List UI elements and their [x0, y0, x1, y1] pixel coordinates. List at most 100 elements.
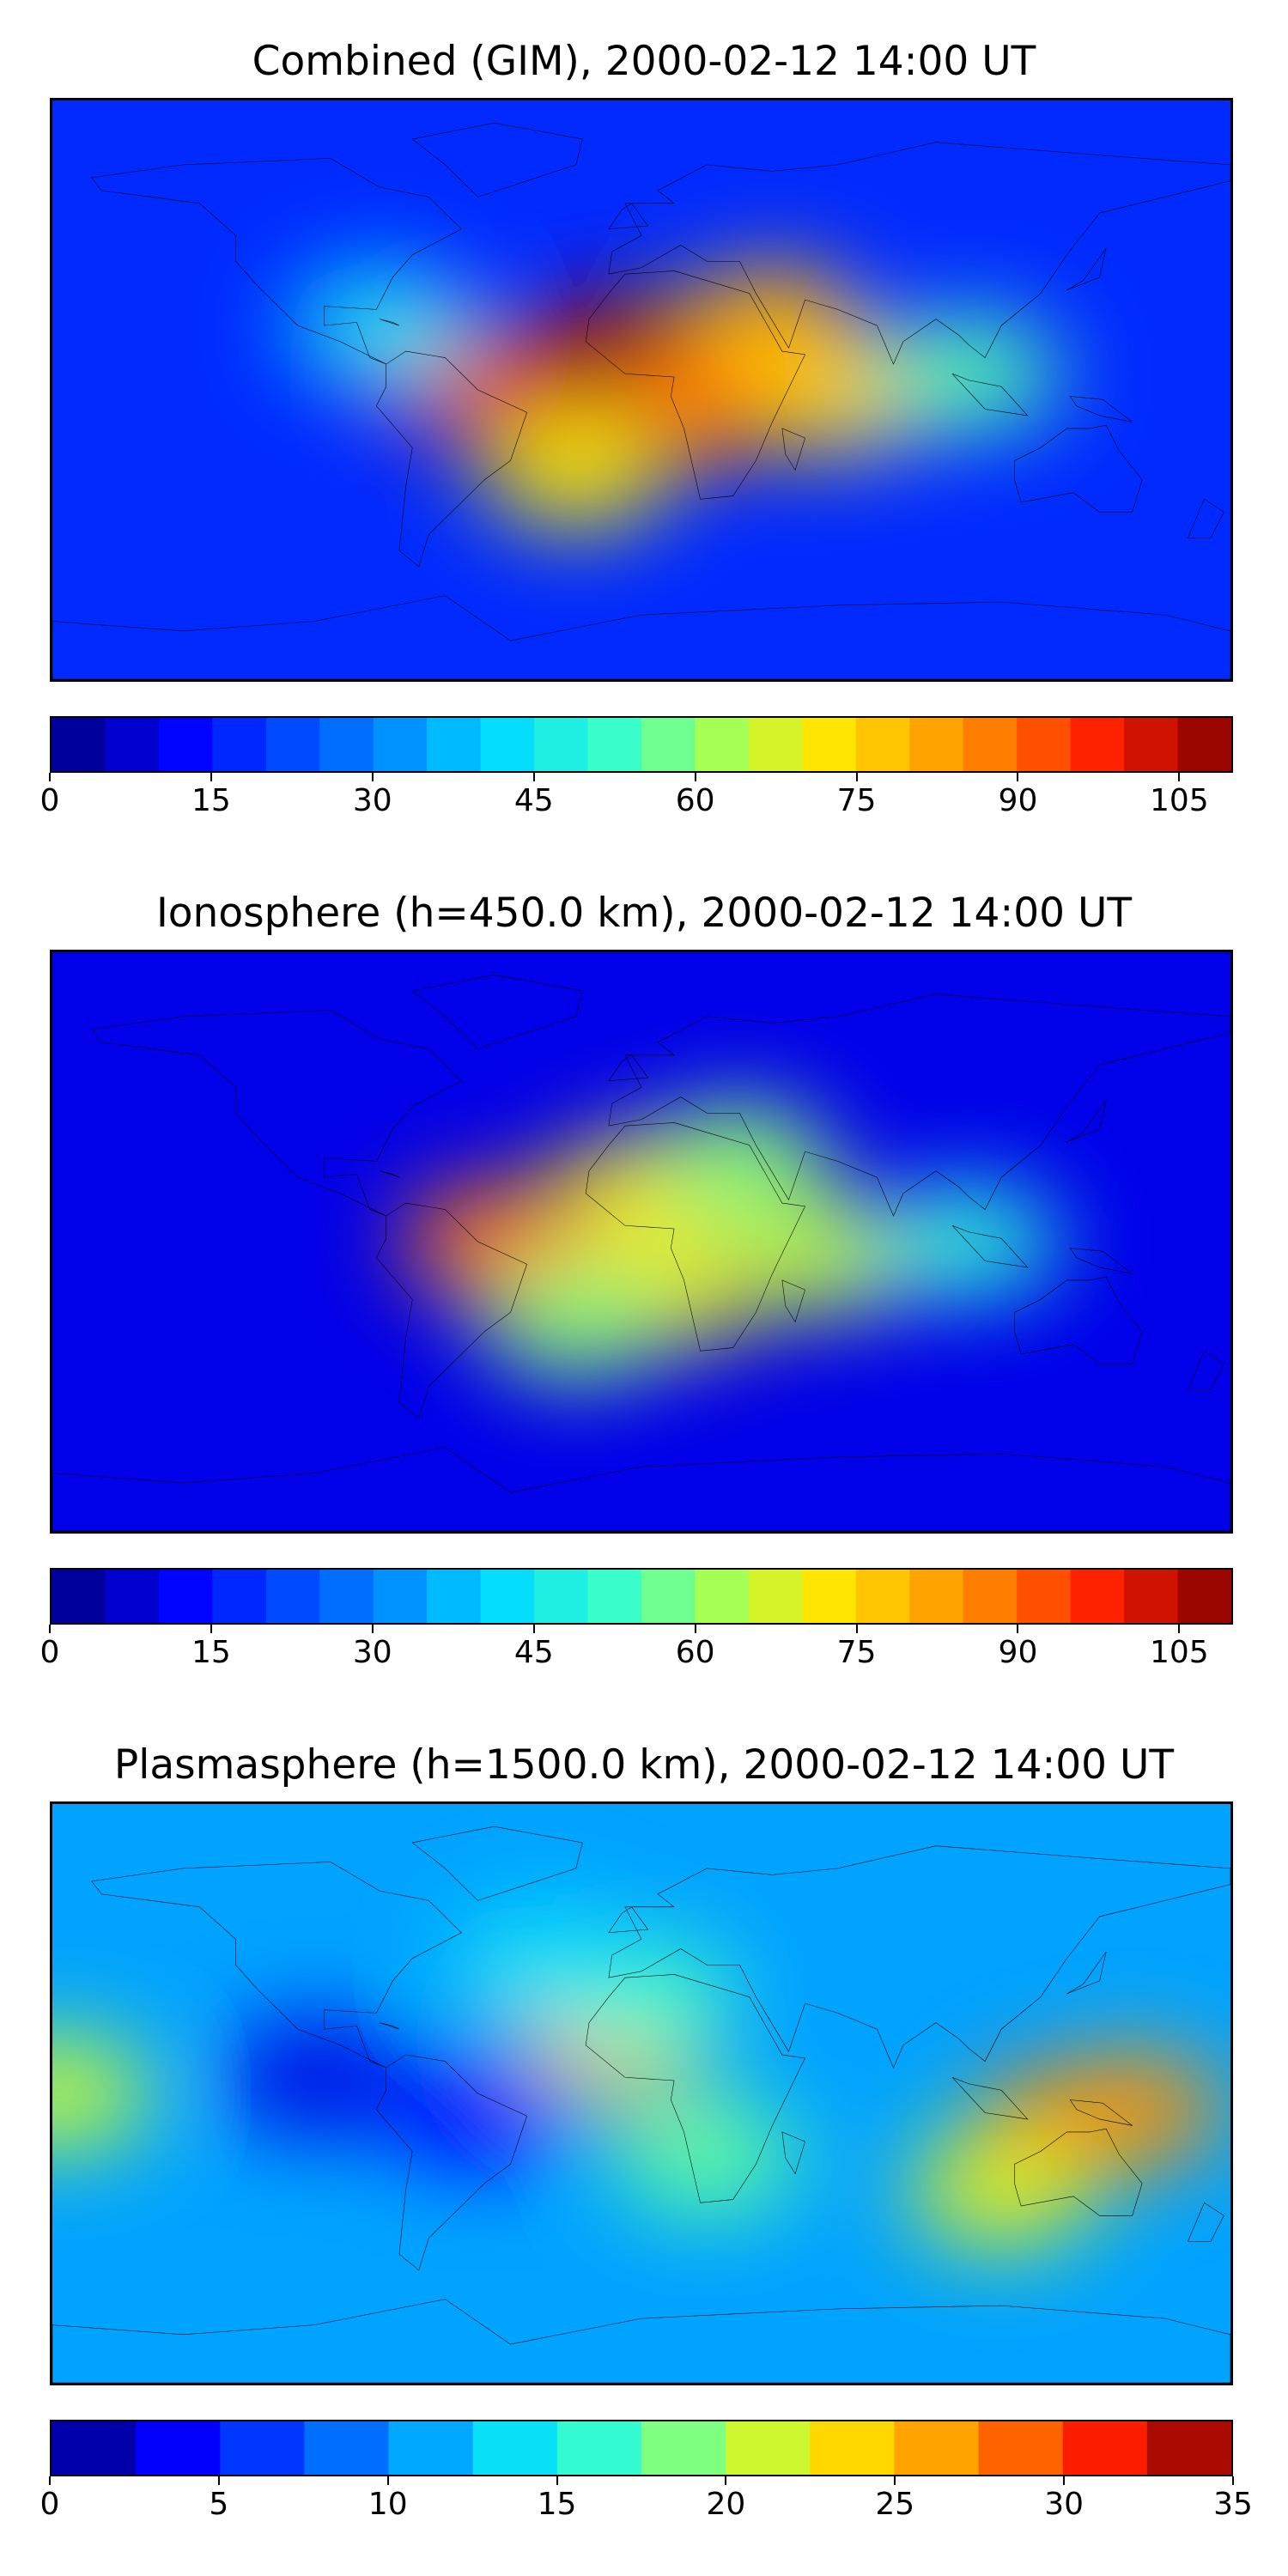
map-combined — [50, 98, 1233, 682]
coastline — [782, 2132, 805, 2174]
tick-label: 105 — [1150, 1635, 1209, 1670]
colorbar-segment — [1177, 1570, 1231, 1623]
tick-mark — [210, 1625, 212, 1633]
coastline — [380, 2023, 399, 2029]
tick-label: 105 — [1150, 783, 1209, 818]
heatmap-svg — [52, 100, 1230, 679]
tick-label: 30 — [1044, 2487, 1084, 2522]
colorbar-segment — [105, 1570, 161, 1623]
field-blob — [386, 2051, 570, 2168]
colorbar-segment — [802, 718, 858, 771]
colorbar-segment — [480, 718, 536, 771]
colorbar-segment — [1070, 1570, 1126, 1623]
coastline — [1066, 1952, 1106, 1994]
colorbar-segment — [212, 718, 268, 771]
colorbar-segment — [1146, 2421, 1231, 2475]
tick-label: 20 — [706, 2487, 746, 2522]
coastline — [609, 994, 1230, 1216]
chart-title: Ionosphere (h=450.0 km), 2000-02-12 14:0… — [155, 890, 1133, 937]
tick-mark — [694, 1625, 696, 1633]
coastline — [1070, 2099, 1132, 2125]
coastline — [952, 374, 1028, 416]
tick-mark — [217, 2476, 220, 2485]
tick-label: 10 — [368, 2487, 408, 2522]
colorbar-segment — [641, 1570, 696, 1623]
colorbar-segment — [748, 718, 804, 771]
tick-mark — [532, 1625, 535, 1633]
colorbar-segment — [748, 1570, 804, 1623]
field-blob — [484, 412, 668, 529]
tick-label: 15 — [191, 783, 231, 818]
colorbar-segment — [534, 1570, 589, 1623]
colorbar-segment — [909, 718, 964, 771]
coastline — [1014, 2129, 1142, 2215]
colorbar-segment — [427, 1570, 482, 1623]
colorbar-segment — [388, 2421, 475, 2475]
tick-mark — [694, 773, 696, 781]
coastline — [1014, 1277, 1142, 1364]
tick-label: 90 — [998, 1635, 1038, 1670]
coastline — [92, 1862, 462, 2068]
colorbar-segment — [1177, 718, 1231, 771]
field-blob — [877, 315, 1060, 432]
colorbar-segment — [220, 2421, 307, 2475]
colorbar-segment — [963, 718, 1018, 771]
coastline — [412, 123, 582, 197]
colorbar-svg — [52, 1570, 1231, 1623]
coastline — [1066, 248, 1106, 290]
colorbar-segment — [304, 2421, 391, 2475]
tick-mark — [49, 2476, 51, 2485]
tick-label: 0 — [39, 2487, 60, 2522]
tick-label: 15 — [191, 1635, 231, 1670]
colorbar-svg — [52, 2421, 1231, 2475]
tick-label: 30 — [352, 783, 392, 818]
coastline — [782, 428, 805, 471]
tick-mark — [532, 773, 535, 781]
tick-mark — [894, 2476, 896, 2485]
colorbar-segment — [427, 718, 482, 771]
tick-mark — [1232, 2476, 1234, 2485]
colorbar-segment — [587, 1570, 643, 1623]
colorbar-segment — [1124, 1570, 1179, 1623]
tick-mark — [1017, 1625, 1019, 1633]
coastline — [52, 1448, 1230, 1531]
colorbar-segment — [158, 1570, 214, 1623]
colorbar-segment — [1124, 718, 1179, 771]
colorbar-ticks: 0 15 30 45 60 75 90 105 — [40, 773, 1233, 824]
map-plasmasphere — [50, 1801, 1233, 2385]
coastline — [1066, 1100, 1106, 1142]
tick-mark — [371, 1625, 374, 1633]
coastline — [380, 319, 399, 325]
tick-mark — [855, 773, 858, 781]
coastline — [782, 1280, 805, 1322]
tick-label: 0 — [39, 783, 60, 818]
tick-mark — [855, 1625, 858, 1633]
colorbar-segment — [894, 2421, 981, 2475]
coastline — [380, 1171, 399, 1177]
coastline — [376, 1203, 526, 1419]
colorbar-segment — [52, 2421, 138, 2475]
coastline — [586, 270, 805, 499]
colorbar-segment — [265, 1570, 321, 1623]
colorbar-segment — [855, 718, 911, 771]
coastline — [1188, 2202, 1224, 2241]
heatmap-svg — [52, 952, 1230, 1531]
coastline — [586, 1974, 805, 2202]
coastline — [1014, 425, 1142, 512]
coastline — [609, 1055, 648, 1081]
coastline — [952, 2077, 1028, 2119]
colorbar-segment — [52, 1570, 106, 1623]
colorbar-segment — [695, 718, 750, 771]
coastline — [1188, 1351, 1224, 1389]
colorbar-segment — [695, 1570, 750, 1623]
tick-mark — [725, 2476, 727, 2485]
colorbar-segment — [802, 1570, 858, 1623]
coastline — [1070, 396, 1132, 422]
map-ionosphere — [50, 950, 1233, 1534]
colorbar-segment — [472, 2421, 559, 2475]
tick-mark — [1178, 1625, 1181, 1633]
colorbar-combined — [50, 716, 1233, 773]
colorbar-segment — [480, 1570, 536, 1623]
coastline — [609, 1907, 648, 1933]
field-blob — [288, 267, 471, 384]
